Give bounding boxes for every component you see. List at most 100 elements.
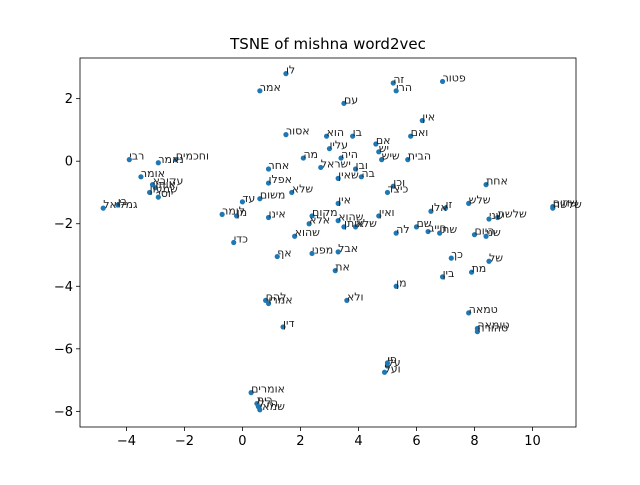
point-label: חייב — [428, 222, 446, 235]
point-label: בה — [361, 167, 375, 180]
data-point — [419, 117, 425, 124]
point-label: שתי — [440, 223, 458, 236]
data-point — [155, 194, 161, 200]
data-point — [486, 216, 492, 222]
point-label: וחכמים — [176, 150, 209, 163]
data-point — [384, 363, 391, 369]
data-point — [292, 233, 298, 239]
point-label: לומר — [222, 204, 245, 217]
point-label: נאמר — [158, 153, 183, 166]
point-label: שיש — [382, 150, 400, 163]
data-point — [352, 166, 359, 172]
y-tick-label: 0 — [65, 155, 73, 170]
points-layer — [100, 71, 556, 413]
point-label: כך — [451, 248, 463, 261]
data-point — [300, 155, 306, 161]
data-point — [332, 268, 338, 274]
data-point — [257, 196, 263, 202]
data-point — [344, 297, 350, 303]
point-label: אומרים — [251, 383, 285, 396]
point-label: הרי — [396, 81, 412, 94]
data-point — [439, 274, 446, 280]
data-point — [390, 80, 396, 86]
point-label: רבי — [129, 150, 144, 163]
data-point — [358, 174, 364, 180]
data-point — [393, 230, 399, 236]
data-point — [100, 205, 106, 211]
data-point — [309, 213, 315, 219]
data-point — [257, 88, 263, 94]
point-label: אחר — [269, 159, 290, 172]
point-label: מפני — [312, 243, 333, 256]
data-point — [265, 180, 272, 186]
point-label: אלא — [309, 214, 330, 227]
point-label: אסור — [286, 125, 310, 138]
point-label: שלשת — [498, 207, 527, 220]
point-label: כיצד — [387, 182, 408, 195]
data-point — [152, 185, 159, 191]
point-label: על — [387, 356, 400, 369]
data-point — [306, 221, 312, 227]
point-label: טמאה — [469, 303, 498, 316]
point-label: בית — [257, 394, 273, 407]
data-point — [257, 407, 263, 413]
data-point — [115, 202, 121, 208]
point-label: מקום — [312, 206, 338, 219]
point-label: מן — [396, 276, 406, 289]
data-point — [381, 369, 388, 375]
point-label: שהוא — [295, 226, 321, 239]
point-label: עד — [242, 192, 255, 205]
data-point — [448, 255, 454, 261]
y-tick-label: 2 — [65, 92, 73, 107]
data-point — [376, 213, 382, 219]
axes-layer: −4 −2 0 2 4 6 8 10 −8 −6 −4 −2 0 2 — [54, 57, 577, 449]
x-tick-label: 6 — [412, 434, 420, 449]
x-tick-label: 4 — [354, 434, 362, 449]
point-label: ובן — [356, 159, 368, 172]
data-point — [405, 157, 411, 163]
point-label: דין — [283, 317, 294, 330]
point-label: אמר — [260, 81, 281, 94]
point-label: אינו — [269, 207, 286, 220]
data-point — [483, 233, 489, 239]
data-point — [393, 88, 399, 94]
point-label: זו — [445, 198, 452, 211]
x-tick-label: −2 — [175, 434, 194, 449]
point-label: לו — [286, 64, 295, 77]
data-point — [352, 224, 359, 230]
data-point — [393, 283, 399, 289]
data-point — [379, 157, 385, 163]
data-point — [442, 205, 449, 211]
point-label: שני — [486, 226, 501, 239]
point-label: של — [489, 251, 503, 264]
point-label: פטור — [443, 71, 466, 84]
point-label: בין — [443, 267, 455, 280]
data-point — [335, 200, 341, 207]
point-label: וכן — [393, 176, 405, 189]
point-label: היה — [341, 148, 358, 161]
data-point — [439, 78, 446, 85]
data-point — [318, 164, 324, 171]
data-point — [309, 250, 315, 257]
point-label: להם — [266, 290, 287, 303]
data-point — [173, 157, 179, 163]
point-label: בו — [353, 126, 362, 139]
data-point — [474, 329, 480, 335]
data-point — [155, 160, 161, 166]
point-label: ואם — [411, 126, 429, 139]
point-label: הבית — [408, 150, 431, 163]
x-tick-label: 8 — [470, 434, 478, 449]
x-tick-label: −4 — [117, 434, 136, 449]
point-label: עליו — [329, 139, 348, 152]
data-point — [384, 189, 391, 196]
point-label: אומר — [141, 167, 165, 180]
data-point — [468, 269, 475, 275]
data-point — [466, 310, 472, 316]
data-point — [326, 146, 333, 152]
data-point — [471, 232, 478, 238]
point-label: שלא — [356, 217, 378, 230]
data-point — [376, 149, 382, 155]
data-point — [289, 189, 295, 196]
point-label: גמליאל — [103, 198, 138, 211]
point-label: שמאי — [260, 400, 285, 413]
